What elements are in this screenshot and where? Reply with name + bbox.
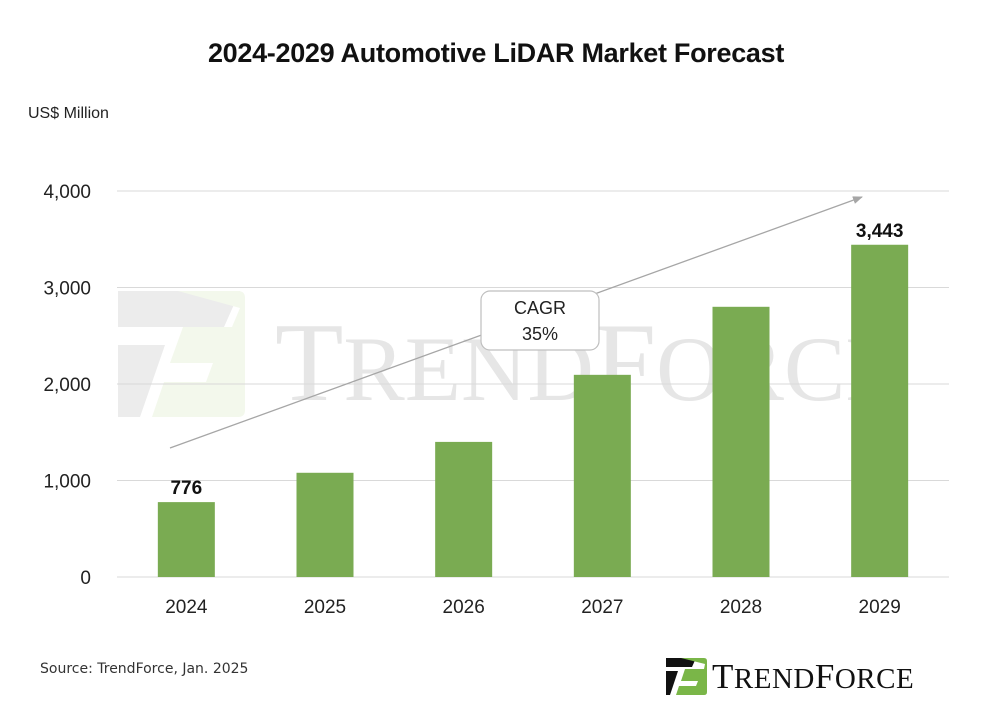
cagr-callout-box [480,290,600,351]
bar-2025 [296,472,354,577]
trendforce-logo: TRENDFORCE [664,655,939,697]
y-tick-label: 3,000 [43,279,91,300]
bar-2027 [573,374,631,577]
gridlines [117,190,949,578]
x-tick-label: 2028 [720,597,762,618]
data-label-2029: 3,443 [856,221,904,242]
y-tick-label: 0 [80,568,91,589]
bar-2024 [157,502,215,577]
x-axis-ticks: 2024 2025 2026 2027 2028 2029 [165,597,901,618]
cagr-callout: CAGR 35% [480,290,600,351]
chart-title: 2024-2029 Automotive LiDAR Market Foreca… [207,38,785,68]
x-tick-label: 2024 [165,597,208,618]
logo-text-t: T [712,657,734,696]
logo-text-rend: REND [733,663,815,695]
data-label-2024: 776 [170,478,202,499]
trendforce-logo-icon [666,658,707,695]
logo-text-orce: ORCE [834,663,915,695]
bar-2028 [712,306,770,577]
x-tick-label: 2029 [859,597,901,618]
y-tick-label: 1,000 [43,472,91,493]
logo-text-f: F [814,657,835,696]
watermark-logo-icon [118,291,245,417]
trendforce-logo-text: TRENDFORCE [712,657,914,697]
data-labels: 776 3,443 [170,221,903,499]
y-tick-label: 4,000 [43,182,91,203]
bar-2026 [435,441,493,577]
x-tick-label: 2025 [304,597,346,618]
bars [157,244,909,578]
cagr-label: CAGR [514,298,566,318]
y-axis-ticks: 0 1,000 2,000 3,000 4,000 [43,182,91,589]
y-axis-unit-label: US$ Million [28,105,109,122]
source-note: Source: TrendForce, Jan. 2025 [40,661,249,677]
cagr-value: 35% [522,324,558,344]
x-tick-label: 2026 [443,597,485,618]
x-tick-label: 2027 [581,597,623,618]
bar-2029 [851,244,909,578]
watermark-text-t: T [275,301,343,425]
y-tick-label: 2,000 [43,375,91,396]
